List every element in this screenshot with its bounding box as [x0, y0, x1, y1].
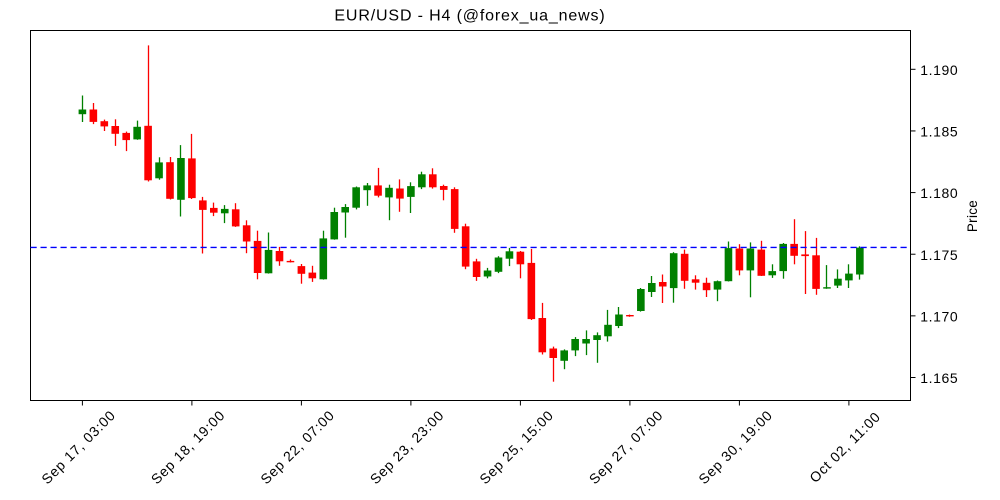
- svg-text:1.180: 1.180: [920, 185, 958, 201]
- svg-text:1.170: 1.170: [920, 308, 958, 324]
- svg-text:Price: Price: [965, 200, 980, 232]
- svg-text:1.190: 1.190: [920, 62, 958, 78]
- svg-text:1.185: 1.185: [920, 124, 958, 140]
- svg-text:1.165: 1.165: [920, 370, 958, 386]
- svg-text:EUR/USD - H4 (@forex_ua_news): EUR/USD - H4 (@forex_ua_news): [334, 8, 605, 25]
- svg-text:1.175: 1.175: [920, 247, 958, 263]
